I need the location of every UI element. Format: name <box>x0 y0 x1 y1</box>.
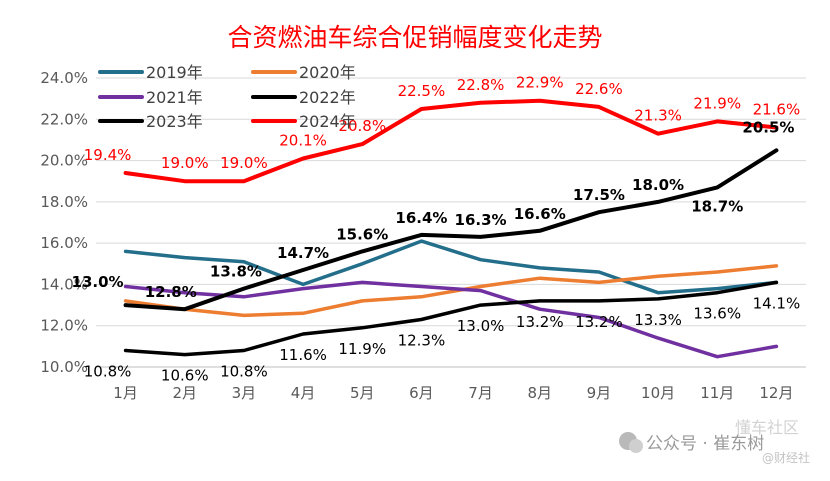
legend-label: 2020年 <box>299 63 356 82</box>
y-tick-label: 20.0% <box>40 152 88 170</box>
data-label-2024: 22.6% <box>575 80 623 98</box>
data-label-2022: 11.6% <box>279 346 327 364</box>
data-label-2022: 13.2% <box>516 313 564 331</box>
series-line-2019 <box>123 239 779 295</box>
series-line-2020 <box>123 264 779 318</box>
y-tick-label: 18.0% <box>40 193 88 211</box>
series-line-2021 <box>123 280 779 359</box>
x-tick-label: 7月 <box>468 384 493 402</box>
data-label-2024: 19.4% <box>84 146 132 164</box>
legend-label: 2023年 <box>146 112 203 131</box>
x-tick-label: 6月 <box>409 384 434 402</box>
y-tick-label: 24.0% <box>40 69 88 87</box>
data-label-2022: 10.6% <box>161 367 209 385</box>
data-label-2023: 12.8% <box>145 283 197 301</box>
data-label-2022: 13.3% <box>634 311 682 329</box>
watermark-handle: @财经社 <box>762 450 810 465</box>
y-tick-label: 12.0% <box>40 317 88 335</box>
data-label-2024: 19.0% <box>161 154 209 172</box>
data-label-2022: 13.0% <box>457 317 505 335</box>
data-label-2022: 10.8% <box>220 362 268 380</box>
x-tick-label: 12月 <box>759 384 793 402</box>
data-label-2024: 20.8% <box>338 117 386 135</box>
series-line-2022 <box>123 280 779 357</box>
legend-label: 2022年 <box>299 88 356 107</box>
data-label-2024: 22.8% <box>457 76 505 94</box>
y-tick-label: 14.0% <box>40 275 88 293</box>
watermark: 公众号 · 崔东树 懂车社区 @财经社 <box>619 418 810 465</box>
x-tick-label: 2月 <box>172 384 197 402</box>
data-label-2023: 16.6% <box>514 205 566 223</box>
watermark-community: 懂车社区 <box>735 418 799 437</box>
x-tick-label: 1月 <box>113 384 138 402</box>
data-label-2022: 10.8% <box>84 362 132 380</box>
series-line-2024 <box>123 98 779 184</box>
series-line-2023 <box>123 148 779 312</box>
x-tick-label: 5月 <box>350 384 375 402</box>
x-tick-label: 3月 <box>232 384 257 402</box>
data-label-2022: 14.1% <box>753 294 801 312</box>
legend-label: 2019年 <box>146 63 203 82</box>
data-label-2023: 18.0% <box>632 176 684 194</box>
watermark-account: 公众号 · 崔东树 <box>646 434 764 454</box>
data-label-2023: 17.5% <box>573 186 625 204</box>
data-label-2023: 18.7% <box>691 197 743 215</box>
data-label-2022: 13.6% <box>693 305 741 323</box>
data-label-2023: 15.6% <box>336 225 388 243</box>
data-label-2022: 12.3% <box>398 332 446 350</box>
data-label-2024: 22.5% <box>398 82 446 100</box>
y-tick-label: 22.0% <box>40 110 88 128</box>
data-label-2023: 14.7% <box>277 244 329 262</box>
chart-title: 合资燃油车综合促销幅度变化走势 <box>227 23 602 52</box>
legend-label: 2021年 <box>146 88 203 107</box>
x-tick-label: 11月 <box>700 384 734 402</box>
data-label-2023: 13.8% <box>210 263 262 281</box>
x-tick-label: 9月 <box>587 384 612 402</box>
x-tick-label: 4月 <box>291 384 316 402</box>
data-label-2023: 16.4% <box>395 209 447 227</box>
data-label-2024: 21.9% <box>693 94 741 112</box>
x-tick-label: 8月 <box>527 384 552 402</box>
data-label-2023: 16.3% <box>455 211 507 229</box>
y-tick-label: 10.0% <box>40 358 88 376</box>
data-label-2024: 21.6% <box>753 101 801 119</box>
data-label-2024: 22.9% <box>516 74 564 92</box>
y-tick-label: 16.0% <box>40 234 88 252</box>
data-label-2022: 13.2% <box>575 313 623 331</box>
x-tick-label: 10月 <box>641 384 675 402</box>
wechat-icon-bubble <box>629 439 643 453</box>
data-label-2024: 21.3% <box>634 107 682 125</box>
data-label-2022: 11.9% <box>338 340 386 358</box>
data-label-2024: 20.1% <box>279 132 327 150</box>
data-label-2023: 13.0% <box>72 273 124 291</box>
legend-label: 2024年 <box>299 112 356 131</box>
data-label-2024: 19.0% <box>220 154 268 172</box>
data-label-2023: 20.5% <box>742 118 794 136</box>
